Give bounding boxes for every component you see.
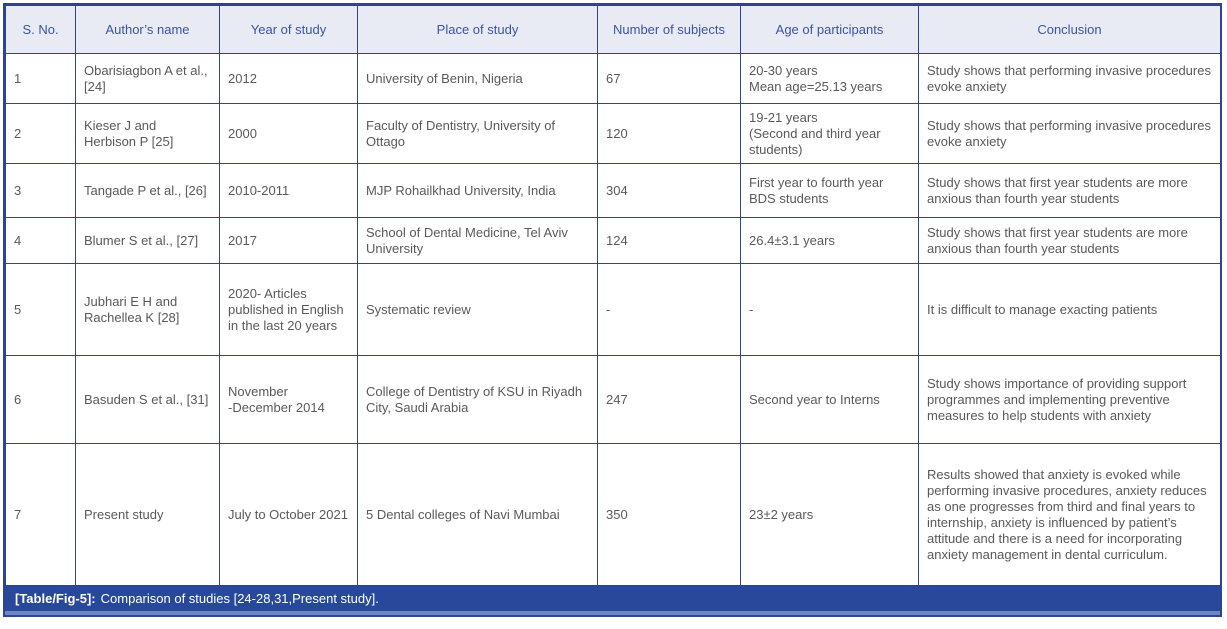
cell-conclusion: Results showed that anxiety is evoked wh…	[918, 443, 1221, 586]
cell-age: 23±2 years	[740, 443, 919, 586]
cell-year: July to October 2021	[219, 443, 358, 586]
cell-place: School of Dental Medicine, Tel Aviv Univ…	[357, 217, 598, 264]
cell-author: Present study	[75, 443, 220, 586]
cell-sno: 6	[5, 355, 76, 444]
table-row: 5 Jubhari E H and Rachellea K [28] 2020-…	[5, 263, 1221, 356]
cell-age: 20-30 years Mean age=25.13 years	[740, 53, 919, 104]
cell-author: Blumer S et al., [27]	[75, 217, 220, 264]
studies-comparison-table: S. No. Author’s name Year of study Place…	[5, 5, 1221, 586]
table-row: 7 Present study July to October 2021 5 D…	[5, 443, 1221, 586]
cell-sno: 2	[5, 103, 76, 164]
cell-year: November -December 2014	[219, 355, 358, 444]
cell-place: 5 Dental colleges of Navi Mumbai	[357, 443, 598, 586]
table-caption: [Table/Fig-5]: Comparison of studies [24-…	[5, 586, 1220, 615]
cell-subjects: 124	[597, 217, 741, 264]
cell-year: 2017	[219, 217, 358, 264]
cell-subjects: 67	[597, 53, 741, 104]
cell-conclusion: Study shows that performing invasive pro…	[918, 103, 1221, 164]
cell-sno: 7	[5, 443, 76, 586]
column-header-place: Place of study	[357, 5, 598, 54]
cell-age: -	[740, 263, 919, 356]
cell-year: 2020- Articles published in English in t…	[219, 263, 358, 356]
column-header-year: Year of study	[219, 5, 358, 54]
cell-year: 2012	[219, 53, 358, 104]
cell-age: Second year to Interns	[740, 355, 919, 444]
cell-author: Basuden S et al., [31]	[75, 355, 220, 444]
cell-year: 2010-2011	[219, 163, 358, 218]
cell-place: MJP Rohailkhad University, India	[357, 163, 598, 218]
caption-text: Comparison of studies [24-28,31,Present …	[100, 591, 379, 606]
cell-sno: 3	[5, 163, 76, 218]
cell-author: Tangade P et al., [26]	[75, 163, 220, 218]
column-header-subjects: Number of subjects	[597, 5, 741, 54]
cell-subjects: -	[597, 263, 741, 356]
cell-author: Kieser J and Herbison P [25]	[75, 103, 220, 164]
cell-sno: 4	[5, 217, 76, 264]
column-header-conclusion: Conclusion	[918, 5, 1221, 54]
cell-place: University of Benin, Nigeria	[357, 53, 598, 104]
cell-conclusion: Study shows that performing invasive pro…	[918, 53, 1221, 104]
cell-author: Jubhari E H and Rachellea K [28]	[75, 263, 220, 356]
cell-place: Faculty of Dentistry, University of Otta…	[357, 103, 598, 164]
cell-subjects: 247	[597, 355, 741, 444]
table-row: 4 Blumer S et al., [27] 2017 School of D…	[5, 217, 1221, 264]
caption-label: [Table/Fig-5]:	[15, 591, 96, 606]
cell-year: 2000	[219, 103, 358, 164]
column-header-author: Author’s name	[75, 5, 220, 54]
table-row: 2 Kieser J and Herbison P [25] 2000 Facu…	[5, 103, 1221, 164]
cell-subjects: 304	[597, 163, 741, 218]
cell-conclusion: Study shows importance of providing supp…	[918, 355, 1221, 444]
cell-conclusion: It is difficult to manage exacting patie…	[918, 263, 1221, 356]
cell-subjects: 120	[597, 103, 741, 164]
table-row: 3 Tangade P et al., [26] 2010-2011 MJP R…	[5, 163, 1221, 218]
cell-place: College of Dentistry of KSU in Riyadh Ci…	[357, 355, 598, 444]
table-row: 6 Basuden S et al., [31] November -Decem…	[5, 355, 1221, 444]
header-row: S. No. Author’s name Year of study Place…	[5, 5, 1221, 54]
table-row: 1 Obarisiagbon A et al., [24] 2012 Unive…	[5, 53, 1221, 104]
cell-subjects: 350	[597, 443, 741, 586]
table-figure: S. No. Author’s name Year of study Place…	[3, 3, 1222, 617]
cell-conclusion: Study shows that first year students are…	[918, 217, 1221, 264]
cell-sno: 5	[5, 263, 76, 356]
cell-place: Systematic review	[357, 263, 598, 356]
cell-author: Obarisiagbon A et al., [24]	[75, 53, 220, 104]
column-header-age: Age of participants	[740, 5, 919, 54]
cell-sno: 1	[5, 53, 76, 104]
cell-conclusion: Study shows that first year students are…	[918, 163, 1221, 218]
cell-age: 19-21 years (Second and third year stude…	[740, 103, 919, 164]
column-header-sno: S. No.	[5, 5, 76, 54]
cell-age: First year to fourth year BDS students	[740, 163, 919, 218]
cell-age: 26.4±3.1 years	[740, 217, 919, 264]
